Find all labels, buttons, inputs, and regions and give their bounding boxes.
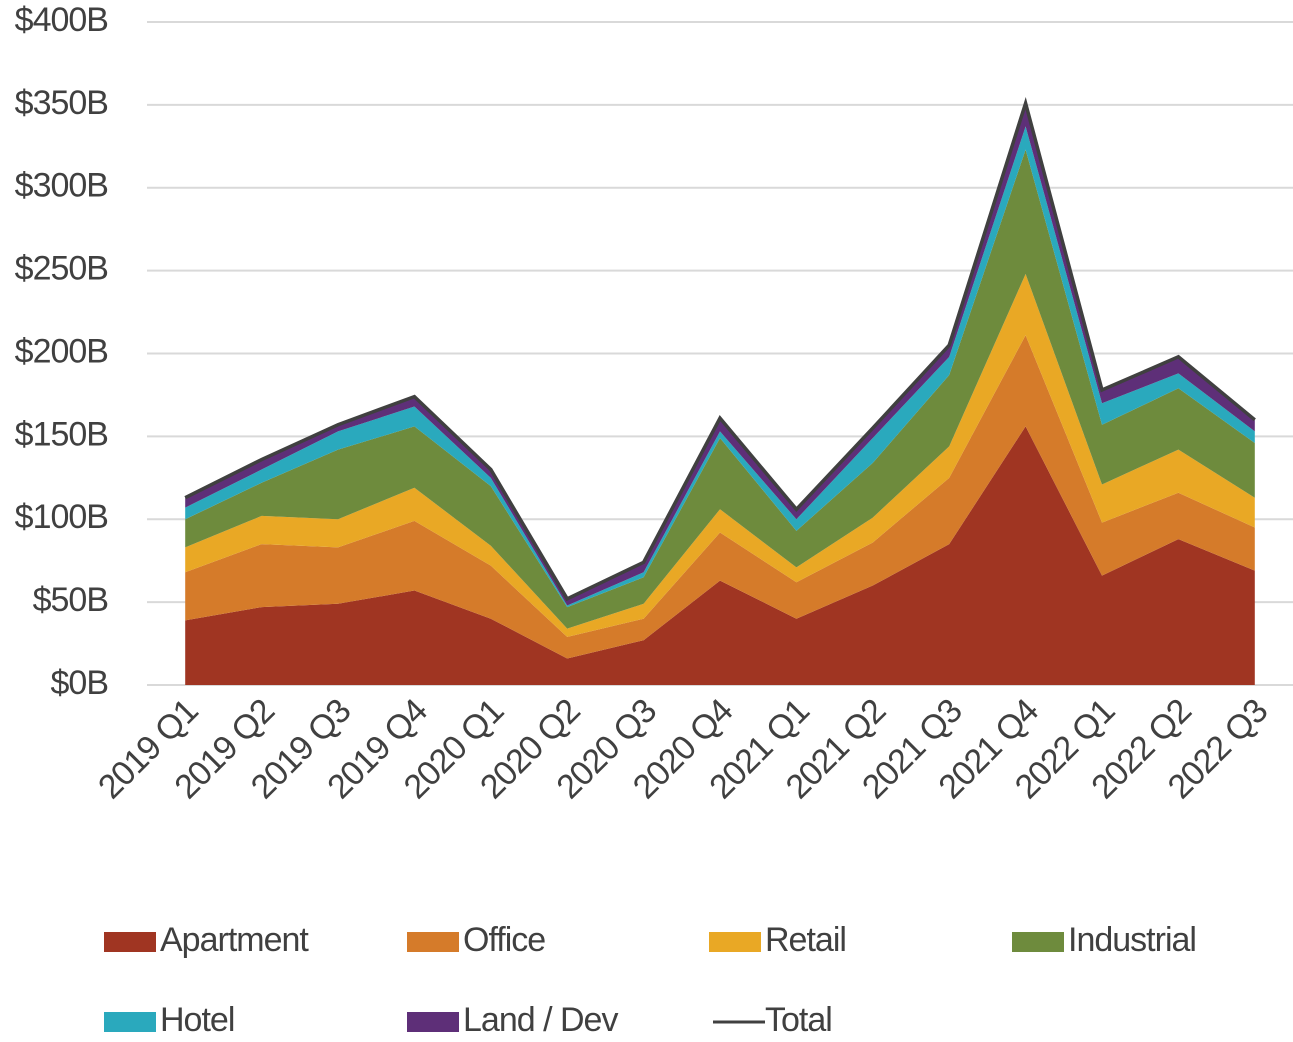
legend-label: Apartment (160, 921, 309, 959)
legend-swatch (407, 932, 459, 952)
area (185, 149, 1255, 629)
y-tick-label: $200B (15, 332, 108, 370)
y-tick-label: $150B (15, 415, 108, 453)
y-tick-label: $350B (15, 84, 108, 122)
area (185, 273, 1255, 637)
legend-swatch (104, 932, 156, 952)
legend-label: Land / Dev (463, 1001, 618, 1039)
y-tick-label: $400B (15, 1, 108, 39)
legend-label: Industrial (1068, 921, 1196, 959)
y-tick-label: $0B (51, 664, 109, 702)
y-tick-label: $100B (15, 498, 108, 536)
legend-label: Retail (765, 921, 846, 959)
total-line (184, 96, 1256, 602)
legend-swatch (709, 932, 761, 952)
legend-swatch (104, 1012, 156, 1032)
area (185, 335, 1255, 659)
legend-swatch (1012, 932, 1064, 952)
area (185, 426, 1255, 685)
y-tick-label: $50B (33, 581, 108, 619)
area (185, 126, 1255, 608)
legend-swatch (407, 1012, 459, 1032)
legend-label: Total (765, 1001, 832, 1039)
legend-label: Hotel (160, 1001, 234, 1039)
y-tick-label: $300B (15, 167, 108, 205)
y-tick-label: $250B (15, 250, 108, 288)
legend-label: Office (463, 921, 545, 959)
